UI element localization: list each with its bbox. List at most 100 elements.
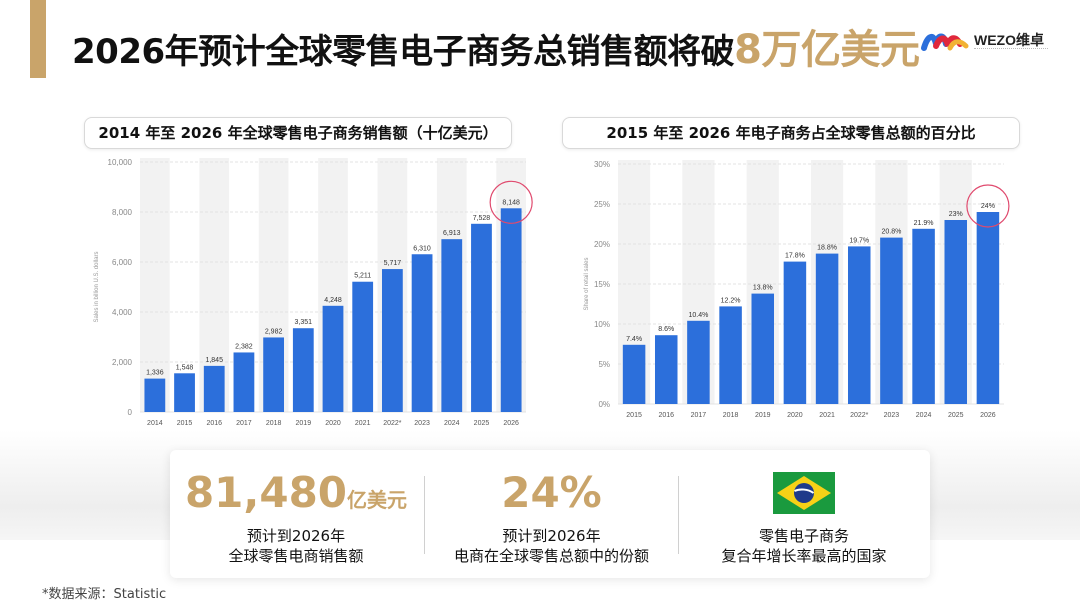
x-tick-label: 2014	[147, 420, 163, 427]
bar-value-label: 1,845	[205, 357, 223, 364]
sales-bar-chart: 0 2,000 4,000 6,000 8,000 10,000 Sales in bill…	[94, 158, 533, 427]
stat-country-line1: 零售电子商务	[758, 527, 849, 545]
logo-text: WEZO维卓	[974, 32, 1044, 48]
x-tick-label: 2018	[266, 420, 282, 427]
x-tick-label: 2019	[296, 420, 312, 427]
bar	[687, 320, 710, 404]
bar-value-label: 13.8%	[753, 285, 773, 292]
bar	[944, 220, 968, 404]
y-tick-label: 8,000	[112, 208, 133, 217]
x-tick-label: 2015	[626, 412, 642, 419]
bar	[880, 237, 903, 404]
bar	[263, 337, 285, 412]
bar-value-label: 7.4%	[626, 336, 642, 343]
stat-country: 零售电子商务复合年增长率最高的国家	[678, 450, 930, 578]
bar	[471, 223, 492, 412]
bar	[144, 378, 166, 412]
brazil-flag-icon	[773, 472, 835, 514]
column-band	[140, 158, 170, 412]
y-tick-label: 2,000	[112, 358, 133, 367]
data-source: *数据来源：Statistic	[42, 587, 167, 602]
stat-share: 24% 预计到2026年 电商在全球零售总额中的份额	[425, 450, 678, 578]
bar-value-label: 19.7%	[849, 237, 869, 244]
y-tick-label: 30%	[594, 160, 610, 169]
x-tick-label: 2026	[503, 420, 519, 427]
x-tick-label: 2016	[658, 412, 674, 419]
accent-bar	[30, 0, 46, 78]
bar	[411, 254, 433, 412]
stat-sales-line1: 预计到2026年	[246, 527, 346, 545]
x-tick-label: 2023	[884, 412, 900, 419]
chart-title-sales: 2014 年至 2026 年全球零售电子商务销售额（十亿美元）	[84, 117, 512, 149]
y-tick-label: 6,000	[112, 258, 133, 267]
bar-value-label: 4,248	[324, 297, 342, 304]
y-axis-label: Sales in billion U.S. dollars	[94, 251, 100, 322]
bar-value-label: 1,548	[176, 364, 194, 371]
share-bar-chart: 0% 5% 10% 15% 20% 25% 30% Share of retail sales…	[584, 160, 1010, 419]
bar-value-label: 7,528	[473, 215, 491, 222]
x-tick-label: 2020	[325, 420, 341, 427]
bar	[783, 261, 807, 404]
bar	[912, 228, 935, 404]
highlight-circle	[966, 184, 1010, 228]
stat-country-desc: 零售电子商务复合年增长率最高的国家	[678, 526, 930, 566]
bar-value-label: 23%	[949, 211, 963, 218]
x-tick-label: 2024	[444, 420, 460, 427]
bar-value-label: 8.6%	[658, 326, 674, 333]
x-tick-label: 2024	[916, 412, 932, 419]
x-tick-label: 2025	[474, 420, 490, 427]
stat-sales-number: 81,480	[184, 468, 348, 517]
bar	[203, 365, 225, 412]
x-tick-label: 2020	[787, 412, 803, 419]
title-highlight: 8万亿美元	[734, 27, 920, 73]
bar	[976, 212, 1000, 404]
x-tick-label: 2022*	[850, 412, 869, 419]
bar	[751, 293, 775, 404]
stat-sales: 81,480亿美元 预计到2026年 全球零售电商销售额	[170, 450, 422, 578]
x-tick-label: 2026	[980, 412, 996, 419]
y-tick-label: 5%	[598, 360, 610, 369]
y-tick-label: 0	[128, 408, 133, 417]
bar-value-label: 2,982	[265, 328, 283, 335]
y-tick-label: 0%	[598, 400, 610, 409]
stat-sales-value: 81,480亿美元	[170, 468, 422, 518]
stat-share-value: 24%	[501, 468, 602, 517]
stat-sales-line2: 全球零售电商销售额	[228, 547, 364, 565]
stat-country-line2: 复合年增长率最高的国家	[721, 547, 887, 565]
x-tick-label: 2016	[206, 420, 222, 427]
bar-value-label: 5,211	[354, 273, 371, 280]
x-tick-label: 2017	[236, 420, 252, 427]
bar	[233, 352, 255, 412]
bar	[322, 305, 344, 412]
stat-share-desc: 预计到2026年 电商在全球零售总额中的份额	[425, 526, 678, 566]
bar-value-label: 21.9%	[914, 220, 934, 227]
bar-value-label: 18.8%	[817, 245, 837, 252]
x-tick-label: 2019	[755, 412, 771, 419]
y-tick-label: 25%	[594, 200, 610, 209]
stat-share-line2: 电商在全球零售总额中的份额	[453, 547, 649, 565]
bar-value-label: 20.8%	[881, 229, 901, 236]
x-tick-label: 2025	[948, 412, 964, 419]
x-tick-label: 2023	[414, 420, 430, 427]
bar	[500, 208, 522, 412]
bar	[622, 344, 646, 404]
x-tick-label: 2018	[723, 412, 739, 419]
bar	[719, 306, 742, 404]
bar	[654, 335, 678, 404]
x-tick-label: 2021	[355, 420, 371, 427]
wezo-logo-icon	[921, 33, 969, 51]
bar-value-label: 1,336	[146, 370, 164, 377]
x-tick-label: 2015	[177, 420, 193, 427]
bar-value-label: 6,913	[443, 230, 461, 237]
divider	[678, 476, 679, 554]
bar-value-label: 5,717	[384, 260, 402, 267]
x-tick-label: 2022*	[383, 420, 402, 427]
stat-sales-desc: 预计到2026年 全球零售电商销售额	[170, 526, 422, 566]
x-tick-label: 2017	[691, 412, 707, 419]
bar	[815, 253, 839, 404]
bar-value-label: 3,351	[295, 319, 313, 326]
bar	[441, 239, 463, 412]
bar-value-label: 10.4%	[688, 312, 708, 319]
bar	[381, 269, 403, 412]
bar	[292, 328, 314, 412]
